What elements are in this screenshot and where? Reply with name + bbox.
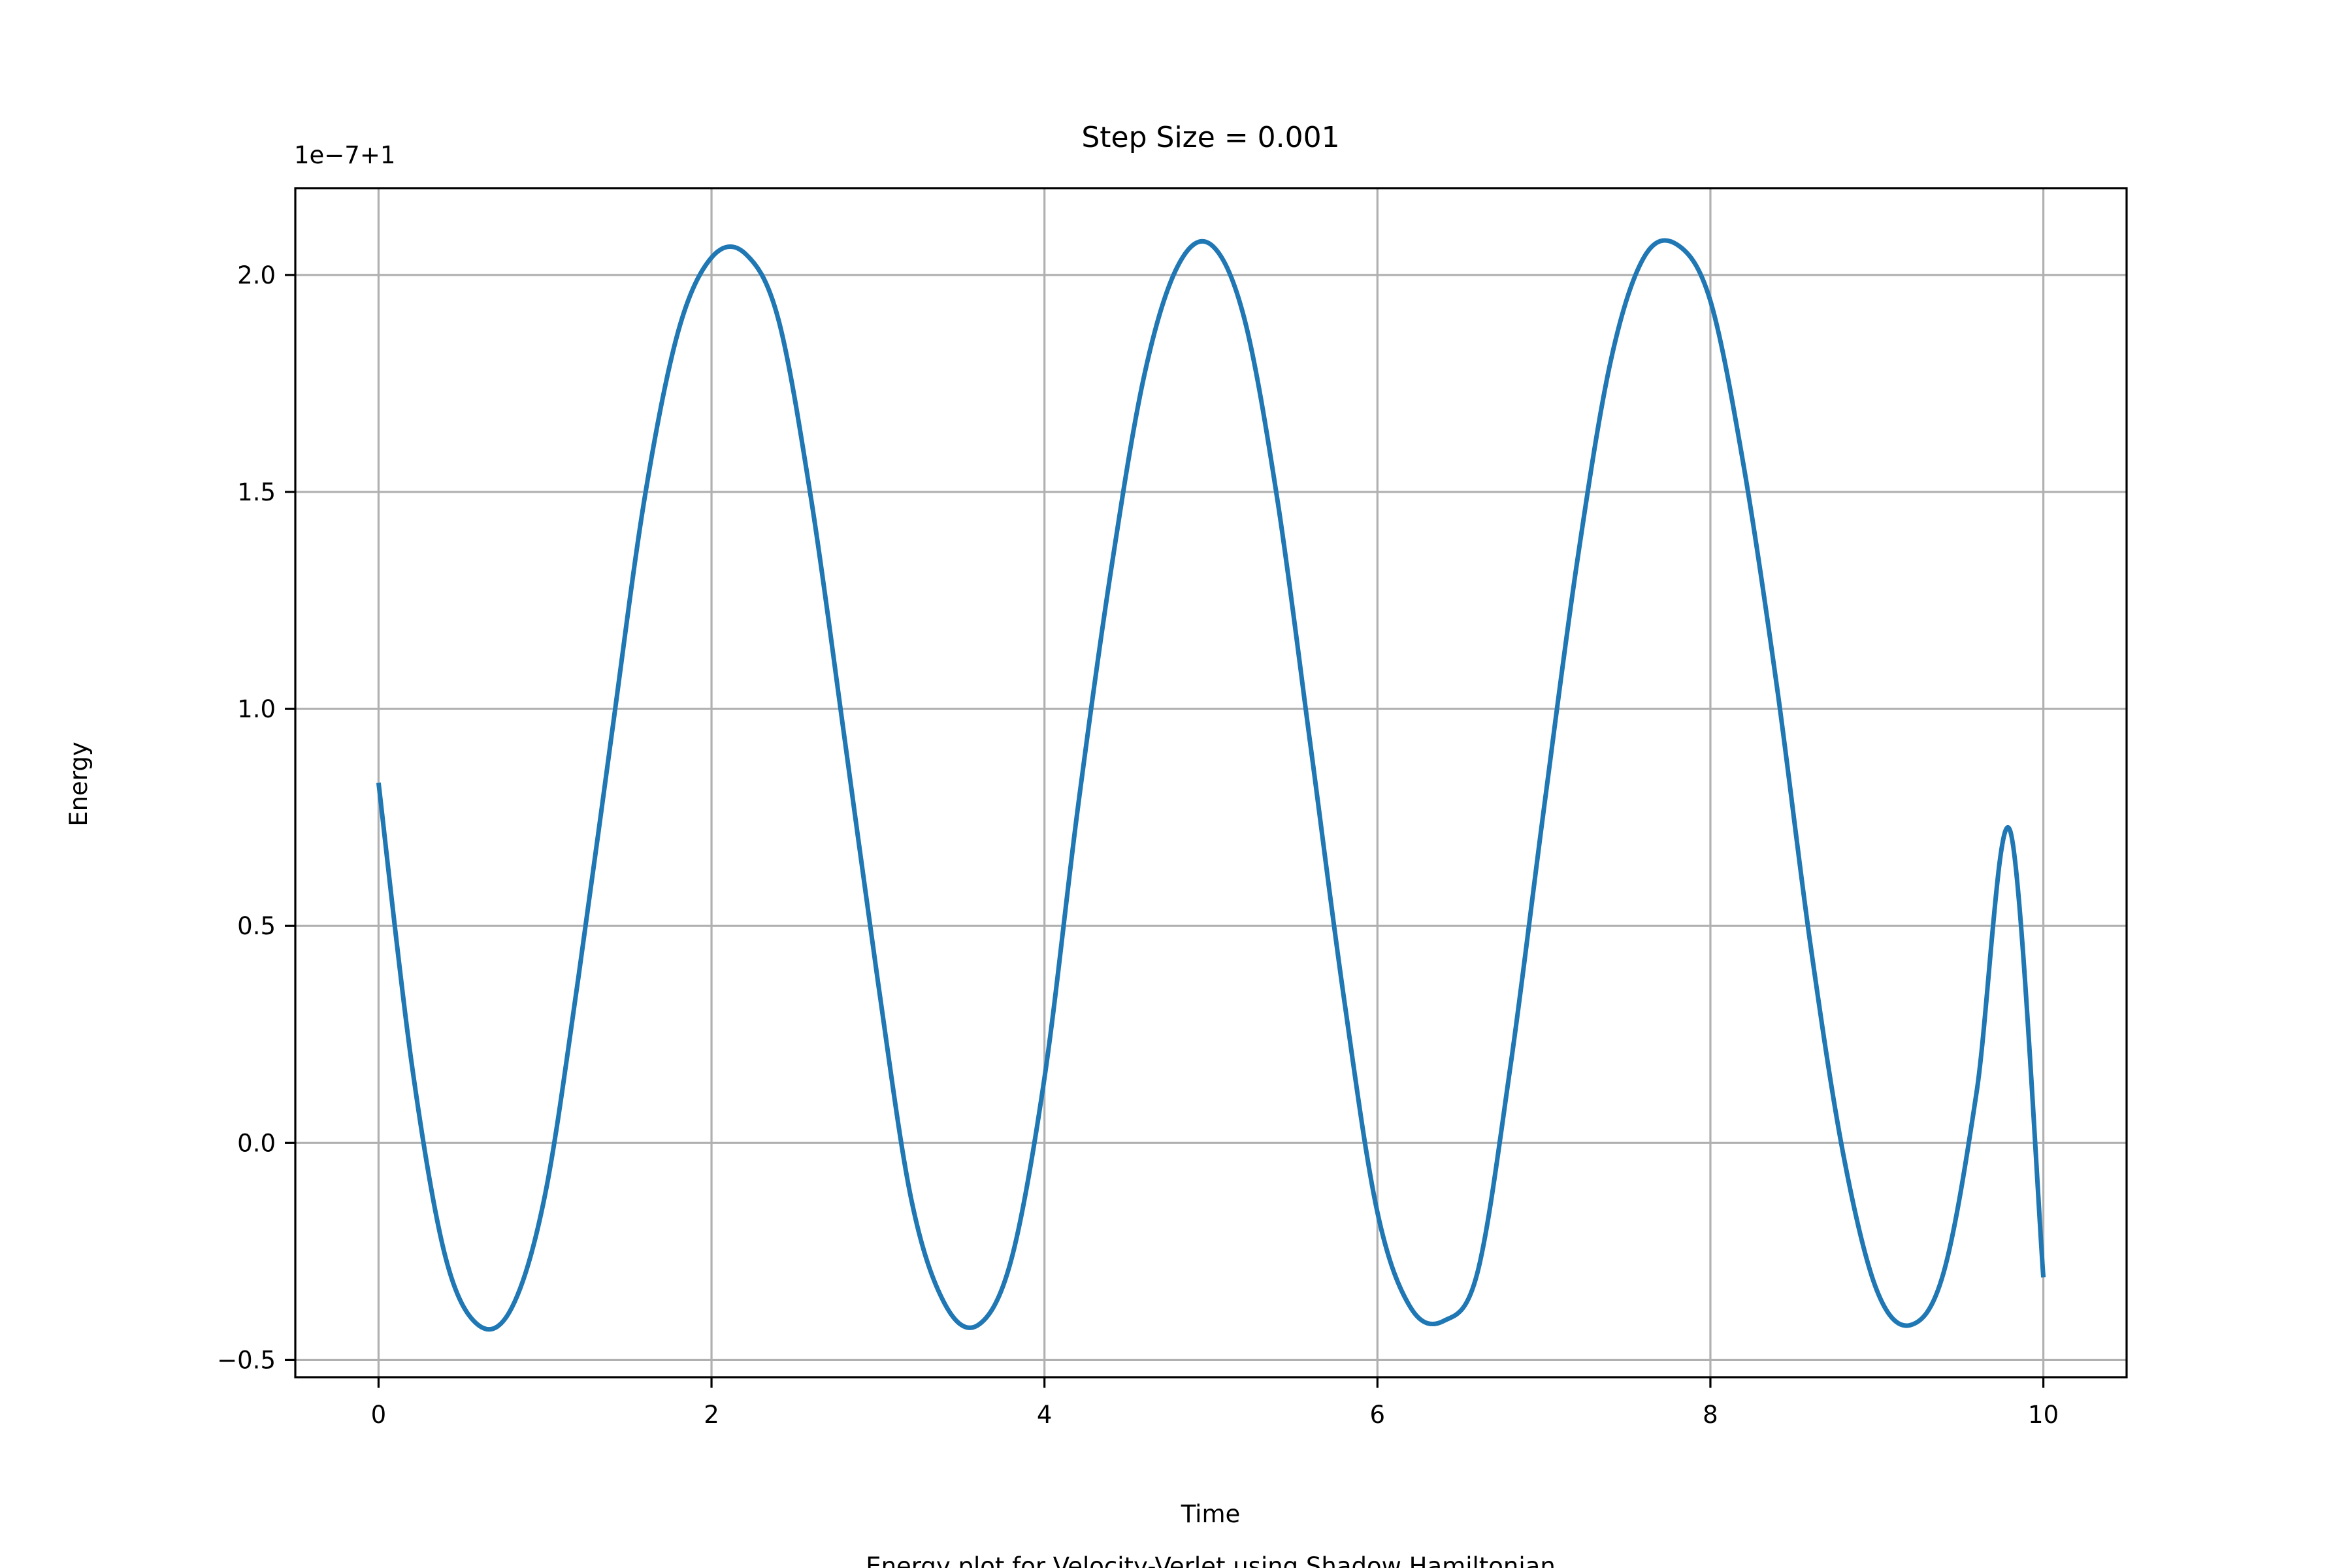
y-tick-label: 0.5	[237, 912, 276, 940]
x-tick-label: 6	[1370, 1401, 1386, 1429]
x-axis-ticks: 0 2 4 6 8 10	[371, 1377, 2059, 1429]
y-tick-label: 0.0	[237, 1129, 276, 1157]
x-tick-label: 2	[704, 1401, 719, 1429]
y-tick-label: 2.0	[237, 261, 276, 289]
y-axis-ticks: −0.5 0.0 0.5 1.0 1.5 2.0	[217, 261, 295, 1374]
x-tick-label: 10	[2028, 1401, 2059, 1429]
y-tick-label: −0.5	[217, 1346, 276, 1374]
y-tick-label: 1.5	[237, 478, 276, 506]
x-tick-label: 4	[1037, 1401, 1053, 1429]
x-tick-label: 0	[371, 1401, 387, 1429]
x-axis-label: Time	[1181, 1500, 1241, 1528]
chart-caption: Energy plot for Velocity-Verlet using Sh…	[866, 1552, 1556, 1568]
x-tick-label: 8	[1703, 1401, 1718, 1429]
y-offset-text: 1e−7+1	[294, 141, 395, 169]
chart-title: Step Size = 0.001	[1081, 121, 1339, 154]
grid	[295, 188, 2127, 1377]
axes-frame	[294, 187, 2128, 1379]
y-tick-label: 1.0	[237, 695, 276, 723]
series-line	[376, 238, 2046, 1332]
series-layer	[376, 238, 2046, 1332]
y-axis-label: Energy	[65, 742, 93, 826]
